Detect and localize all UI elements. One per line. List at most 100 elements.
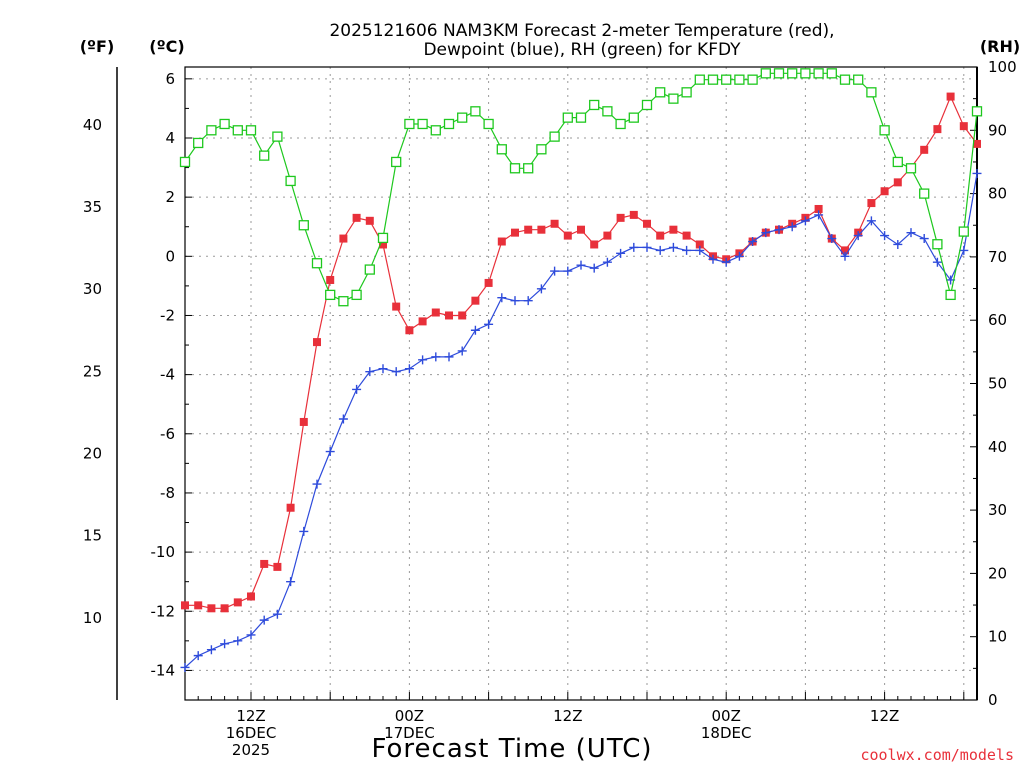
temperature-point: [405, 326, 414, 335]
celsius-tick-label: 6: [165, 70, 175, 88]
celsius-tick-label: -4: [160, 366, 175, 384]
x-tick-label: 00Z: [712, 707, 741, 725]
temperature-point: [669, 225, 678, 234]
rh-point: [602, 106, 613, 117]
temperature-point: [313, 338, 321, 347]
dewpoint-point: [510, 296, 520, 306]
dewpoint-point: [748, 237, 758, 247]
rh-point: [707, 74, 719, 85]
rh-point: [232, 125, 243, 136]
dewpoint-point: [404, 364, 414, 374]
x-tick-label: 12Z: [236, 707, 265, 725]
rh-point: [338, 296, 349, 307]
celsius-tick-label: -10: [151, 543, 176, 561]
temperature-point: [643, 219, 651, 228]
dewpoint-point: [378, 364, 388, 374]
temperature-point: [233, 598, 242, 607]
dewpoint-point: [602, 257, 612, 267]
temperature-point: [431, 308, 440, 317]
rh-point: [364, 264, 375, 275]
rh-tick-label: 0: [988, 691, 998, 709]
x-tick-label: 2025: [232, 741, 270, 759]
celsius-unit-label: (ºC): [149, 37, 184, 56]
temperature-point: [603, 231, 612, 240]
dewpoint-point: [418, 355, 428, 365]
dewpoint-point: [827, 234, 837, 244]
temperature-point: [656, 231, 665, 240]
rh-tick-label: 20: [988, 564, 1007, 582]
dewpoint-point: [708, 254, 718, 264]
rh-point: [325, 289, 336, 301]
temperature-point: [365, 216, 374, 225]
x-tick-label: 12Z: [553, 707, 582, 725]
rh-point: [826, 68, 837, 79]
fahrenheit-tick-label: 40: [83, 116, 102, 134]
dewpoint-point: [365, 367, 375, 377]
fahrenheit-tick-label: 30: [83, 280, 102, 298]
rh-point: [879, 125, 890, 136]
rh-point: [839, 74, 851, 85]
rh-point: [694, 74, 705, 85]
temperature-point: [484, 278, 493, 287]
dewpoint-point: [668, 242, 678, 252]
temperature-point: [933, 125, 942, 134]
rh-point: [971, 106, 983, 117]
rh-point: [496, 144, 507, 155]
dewpoint-point: [814, 210, 824, 220]
dewpoint-point: [180, 662, 190, 672]
temperature-point: [590, 240, 599, 249]
rh-point: [430, 125, 441, 136]
rh-point: [404, 118, 415, 130]
rh-point: [747, 74, 758, 85]
x-tick-label: 00Z: [395, 707, 424, 725]
dewpoint-point: [550, 266, 560, 276]
rh-point: [206, 125, 217, 136]
dewpoint-point: [774, 225, 784, 235]
fahrenheit-tick-label: 25: [83, 362, 102, 380]
data-series: [179, 68, 983, 672]
fahrenheit-tick-label: 15: [83, 527, 102, 545]
dewpoint-point: [853, 231, 863, 241]
rh-point: [470, 106, 481, 117]
dewpoint-point: [470, 325, 480, 335]
dewpoint-point: [484, 319, 494, 329]
rh-point: [945, 289, 956, 301]
temperature-point: [379, 240, 387, 249]
dewpoint-point: [959, 245, 969, 255]
temperature-point: [537, 225, 546, 234]
dewpoint-point: [497, 293, 507, 303]
dewpoint-point: [629, 242, 639, 252]
x-axis-label: Forecast Time (UTC): [371, 734, 652, 764]
rh-point: [853, 74, 864, 85]
celsius-tick-label: -14: [151, 661, 176, 679]
rh-point: [866, 87, 877, 98]
dewpoint-point: [800, 216, 810, 226]
rh-tick-label: 30: [988, 501, 1007, 519]
temperature-point: [880, 187, 889, 196]
dewpoint-point: [206, 645, 216, 655]
dewpoint-point: [444, 352, 454, 362]
temperature-point: [563, 231, 572, 240]
rh-point: [562, 112, 573, 123]
dewpoint-point: [299, 526, 309, 536]
dewpoint-point: [286, 577, 296, 587]
celsius-tick-label: -2: [160, 306, 175, 324]
temperature-point: [286, 503, 295, 512]
temperature-point: [973, 139, 981, 148]
temperature-point: [920, 145, 929, 154]
temperature-point: [471, 296, 480, 305]
chart-title-line-1: 2025121606 NAM3KM Forecast 2-meter Tempe…: [329, 21, 834, 41]
dewpoint-point: [880, 231, 890, 241]
temperature-point: [326, 275, 335, 284]
dewpoint-point: [616, 248, 626, 258]
dewpoint-point: [431, 352, 441, 362]
rh-point: [734, 74, 745, 85]
temperature-point: [959, 122, 968, 131]
temperature-point: [695, 240, 704, 249]
rh-point: [549, 131, 560, 142]
temperature-point: [682, 231, 691, 240]
rh-point: [589, 99, 600, 111]
dewpoint-point: [536, 284, 546, 294]
dewpoint-point: [695, 245, 705, 255]
